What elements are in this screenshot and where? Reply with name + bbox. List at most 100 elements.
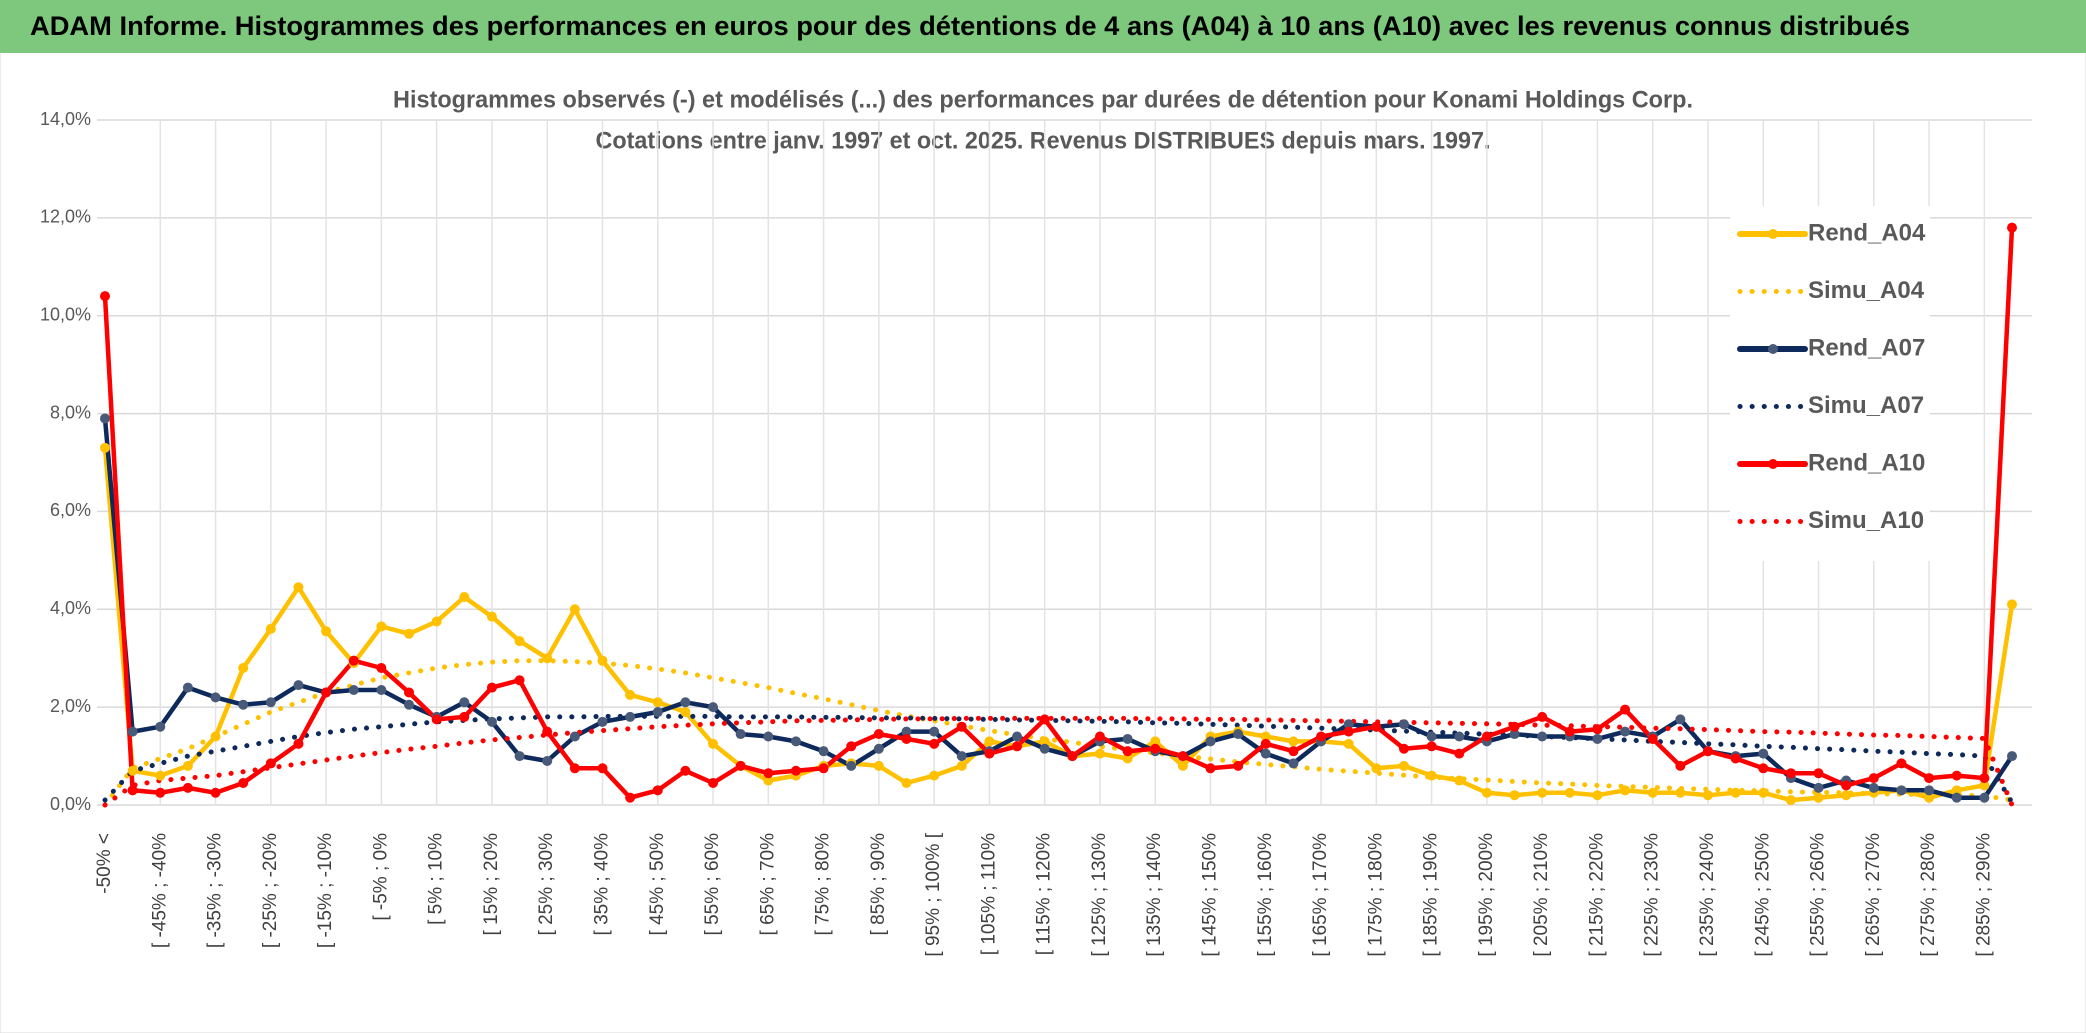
data-point bbox=[1592, 733, 1603, 744]
data-point bbox=[1758, 748, 1769, 759]
data-point bbox=[404, 687, 415, 698]
data-point bbox=[1288, 746, 1299, 757]
data-point bbox=[1454, 748, 1465, 759]
data-point bbox=[929, 726, 940, 737]
data-point bbox=[2007, 222, 2017, 233]
legend-marker bbox=[1768, 344, 1778, 354]
data-point bbox=[1039, 743, 1050, 754]
data-point bbox=[1039, 736, 1050, 747]
data-point bbox=[1398, 743, 1409, 754]
data-point bbox=[1702, 790, 1713, 801]
data-point bbox=[1951, 785, 1962, 796]
data-point bbox=[404, 628, 415, 639]
data-point bbox=[155, 787, 166, 798]
data-point bbox=[956, 760, 967, 771]
data-point bbox=[1371, 721, 1382, 732]
legend-label: Simu_A10 bbox=[1808, 507, 1924, 534]
data-point bbox=[735, 729, 746, 740]
x-tick-label: [ -35% ; -30% bbox=[205, 833, 226, 948]
data-point bbox=[542, 653, 553, 664]
data-point bbox=[1150, 736, 1161, 747]
x-tick-label: [ -5% ; 0% bbox=[370, 833, 391, 921]
data-point bbox=[901, 777, 912, 788]
data-point bbox=[1288, 736, 1299, 747]
data-point bbox=[1951, 770, 1962, 781]
data-point bbox=[708, 777, 719, 788]
data-point bbox=[1896, 758, 1907, 769]
data-point bbox=[265, 697, 276, 708]
model-line bbox=[102, 713, 2015, 806]
data-point bbox=[1481, 731, 1492, 742]
data-point bbox=[625, 711, 636, 722]
data-point bbox=[1758, 763, 1769, 774]
data-point bbox=[127, 785, 138, 796]
data-point bbox=[1426, 741, 1437, 752]
chart-title: Histogrammes observés (-) et modélisés (… bbox=[393, 86, 1693, 113]
data-point bbox=[404, 699, 415, 710]
data-point bbox=[1647, 733, 1658, 744]
x-tick-label: [ 275% ; 280% bbox=[1918, 833, 1939, 957]
data-point bbox=[680, 707, 691, 718]
x-tick-label: [ 95% ; 100% [ bbox=[923, 832, 944, 956]
x-tick-label: [ -45% ; -40% bbox=[149, 833, 170, 948]
data-point bbox=[1205, 736, 1216, 747]
data-point bbox=[1233, 760, 1244, 771]
data-point bbox=[1398, 760, 1409, 771]
data-point bbox=[431, 714, 442, 725]
data-point bbox=[652, 707, 663, 718]
data-point bbox=[459, 592, 470, 603]
model-line bbox=[102, 658, 2015, 808]
data-point bbox=[1537, 711, 1548, 722]
data-point bbox=[929, 738, 940, 749]
data-point bbox=[155, 721, 166, 732]
data-point bbox=[293, 582, 304, 593]
y-tick-label: 14,0% bbox=[40, 109, 91, 129]
data-point bbox=[1205, 763, 1216, 774]
data-point bbox=[1592, 724, 1603, 735]
data-point bbox=[1841, 790, 1852, 801]
data-point bbox=[1316, 731, 1327, 742]
data-point bbox=[1454, 775, 1465, 786]
data-point bbox=[127, 726, 138, 737]
data-point bbox=[459, 697, 470, 708]
model-line bbox=[102, 715, 2015, 808]
data-point bbox=[1896, 785, 1907, 796]
data-point bbox=[1426, 770, 1437, 781]
data-point bbox=[265, 758, 276, 769]
data-point bbox=[680, 765, 691, 776]
data-point bbox=[1785, 768, 1796, 779]
data-point bbox=[1785, 795, 1796, 806]
data-point bbox=[984, 736, 995, 747]
data-point bbox=[100, 291, 110, 302]
data-point bbox=[1564, 787, 1575, 798]
data-point bbox=[1426, 731, 1437, 742]
data-point bbox=[486, 611, 497, 622]
x-tick-label: [ 75% ; 80% bbox=[813, 833, 834, 936]
x-tick-label: [ 45% ; 50% bbox=[647, 833, 668, 936]
data-point bbox=[210, 731, 221, 742]
x-tick-label: [ 235% ; 240% bbox=[1697, 833, 1718, 957]
data-point bbox=[486, 716, 497, 727]
data-point bbox=[238, 699, 249, 710]
data-point bbox=[1012, 731, 1023, 742]
x-tick-label: [ 35% ; 40% bbox=[591, 833, 612, 936]
data-point bbox=[100, 413, 110, 424]
data-point bbox=[376, 621, 387, 632]
observed-line bbox=[102, 445, 2015, 803]
x-tick-label: -50% < bbox=[94, 833, 115, 894]
data-point bbox=[1177, 751, 1188, 762]
y-tick-label: 0,0% bbox=[50, 794, 91, 814]
data-point bbox=[1260, 748, 1271, 759]
data-point bbox=[1012, 741, 1023, 752]
data-point bbox=[652, 785, 663, 796]
data-point bbox=[1398, 719, 1409, 730]
data-point bbox=[652, 697, 663, 708]
grid bbox=[97, 119, 2032, 806]
x-tick-label: [ -15% ; -10% bbox=[315, 833, 336, 948]
data-point bbox=[569, 731, 580, 742]
data-point bbox=[1288, 758, 1299, 769]
x-tick-label: [ 175% ; 180% bbox=[1365, 833, 1386, 957]
data-point bbox=[1702, 746, 1713, 757]
